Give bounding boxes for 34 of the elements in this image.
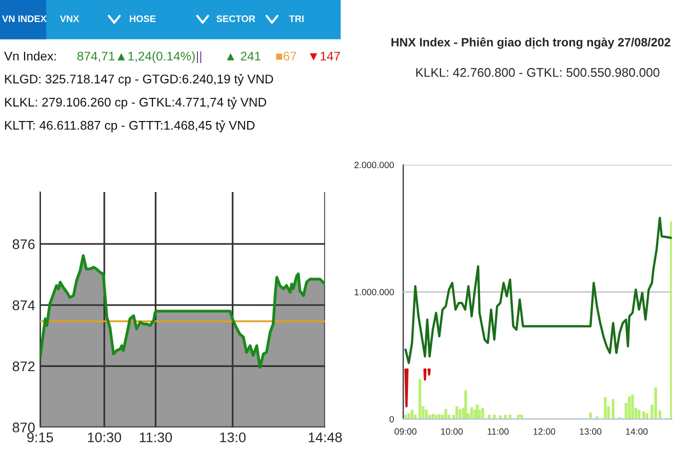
y-tick-label: 874: [12, 300, 35, 310]
x-tick-label: 11:00: [488, 428, 509, 435]
text: TRI: [289, 15, 304, 22]
y-tick-label: 872: [12, 361, 35, 372]
text: KLKL: 279.106.260 cp - GTKL:4.771,74 tỷ VND: [5, 97, 266, 110]
text: VNX: [60, 15, 80, 22]
x-tick-label: 14:00: [626, 428, 648, 435]
text: ▼147: [310, 52, 340, 61]
y-tick-label: 870: [12, 422, 35, 432]
x-tick-label: 9:15: [27, 432, 54, 442]
y-tick-label: 0: [390, 416, 394, 422]
text: Vn Index:: [4, 51, 56, 61]
text: VN INDEX: [2, 15, 47, 22]
y-tick-label: 1.000.000: [354, 288, 394, 296]
y-tick-label: 876: [12, 239, 35, 250]
text: ||: [196, 51, 202, 64]
x-tick-label: 09:00: [394, 428, 416, 435]
chart-subtitle: KLKL: 42.760.800 - GTKL: 500.550.980.000: [416, 68, 660, 77]
x-tick-label: 14:48: [308, 432, 342, 442]
x-tick-label: 11:30: [140, 432, 172, 442]
text: ■67: [276, 52, 296, 61]
x-tick-label: 13:00: [580, 428, 602, 435]
x-tick-label: 12:00: [534, 428, 556, 435]
text: HOSE: [130, 15, 156, 22]
x-tick-label: 10:30: [88, 432, 122, 442]
x-tick-label: 13:0: [220, 432, 246, 442]
text: 874,71▲1,24(0.14%): [77, 51, 195, 64]
y-tick-label: 2.000.000: [354, 162, 394, 168]
text: SECTOR: [216, 15, 256, 22]
text: KLGD: 325.718.147 cp - GTGD:6.240,19 tỷ VND: [5, 74, 274, 86]
text: ▲ 241: [226, 52, 260, 60]
x-tick-label: 10:00: [441, 428, 463, 435]
chart-title: HNX Index - Phiên giao dịch trong ngày 27/08/202: [392, 37, 670, 49]
text: KLTT: 46.611.887 cp - GTTT:1.468,45 tỷ VND: [5, 120, 255, 132]
